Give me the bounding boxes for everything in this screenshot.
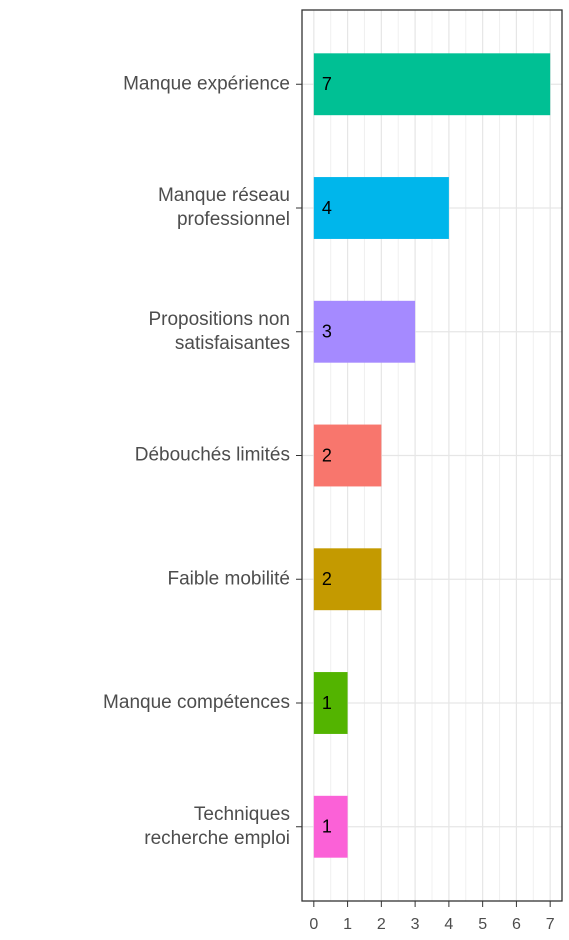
x-tick-label: 3 [411,916,420,933]
bar [313,548,382,611]
value-label: 2 [322,445,332,465]
y-tick-label: Manque réseau professionnel [158,185,290,230]
bar [313,300,416,363]
bar [313,177,449,239]
bar [313,424,382,487]
x-tick-label: 2 [377,916,386,933]
y-tick-label: Propositions non satisfaisantes [148,309,290,354]
x-tick-label: 0 [309,916,318,933]
value-label: 3 [322,322,332,342]
panel-border [301,9,563,902]
y-tick-label: Techniques recherche emploi [144,804,290,849]
y-tick-label: Manque compétences [103,692,290,713]
value-label: 1 [322,817,332,837]
value-label: 4 [322,198,332,218]
value-label: 1 [322,693,332,713]
bar [313,53,551,116]
y-tick-label: Manque expérience [123,73,290,94]
x-tick-label: 1 [343,916,352,933]
x-tick-label: 4 [444,916,453,933]
bar [313,795,348,858]
value-label: 2 [322,569,332,589]
y-tick-label: Débouchés limités [135,445,290,466]
value-label: 7 [322,74,332,94]
x-tick-label: 5 [478,916,487,933]
x-tick-label: 6 [512,916,521,933]
y-tick-label: Faible mobilité [168,568,291,589]
x-tick-label: 7 [546,916,555,933]
bar [313,672,348,734]
